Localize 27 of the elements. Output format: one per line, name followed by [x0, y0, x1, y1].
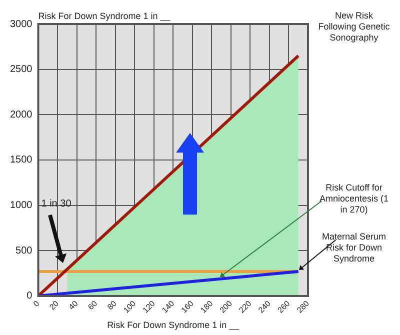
- text: New Risk Following Genetic Sonography: [318, 10, 390, 43]
- x-tick-label: 60: [86, 298, 100, 312]
- x-tick-label: 140: [160, 298, 176, 315]
- y-tick-label: 0: [26, 290, 33, 302]
- y-axis-title: Risk For Down Syndrome 1 in __: [38, 10, 172, 21]
- y-tick-label: 2500: [10, 64, 33, 76]
- x-tick-label: 240: [256, 298, 273, 315]
- x-tick-label: 160: [180, 298, 196, 315]
- x-tick-label: 100: [122, 298, 138, 315]
- x-axis-title: Risk For Down Syndrome 1 in __: [107, 320, 240, 330]
- x-tick-label: 200: [218, 298, 234, 315]
- text: Maternal Serum Risk for Down Syndrome: [322, 231, 386, 264]
- x-tick-label: 180: [198, 298, 216, 315]
- x-tick-label: 260: [276, 298, 292, 315]
- y-tick-label: 1000: [10, 200, 33, 212]
- y-tick-label: 1500: [10, 154, 33, 166]
- y-tick-label: 500: [16, 245, 33, 256]
- y-tick-label: 2000: [10, 109, 33, 120]
- x-tick-label: 20: [48, 298, 61, 312]
- x-tick-label: 280: [295, 298, 312, 315]
- x-tick-label: 80: [106, 298, 119, 312]
- y-tick-label: 3000: [10, 18, 33, 30]
- text: Risk Cutoff for Amniocentesis (1 in 270): [319, 182, 389, 214]
- x-tick-label: 40: [67, 298, 80, 312]
- x-tick-label: 120: [141, 298, 158, 315]
- x-tick-label: 220: [237, 298, 254, 315]
- x-tick-label: 0: [32, 298, 42, 308]
